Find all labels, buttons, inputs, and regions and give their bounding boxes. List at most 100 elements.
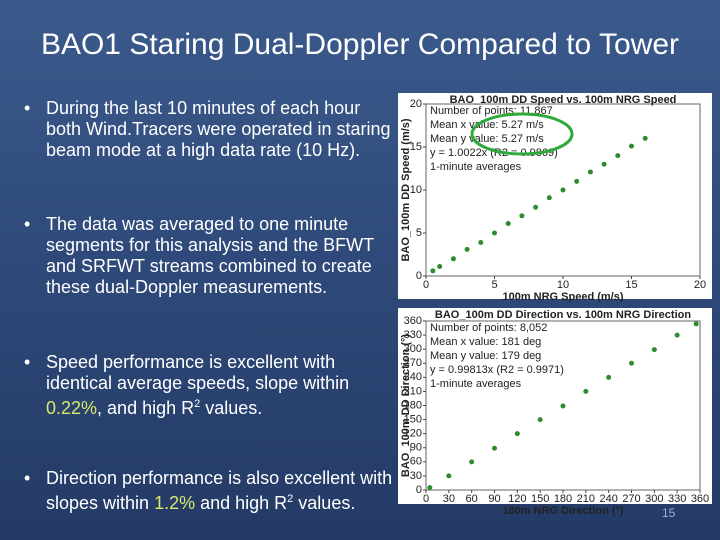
- point: [519, 213, 525, 219]
- annotation: 1-minute averages: [430, 378, 522, 390]
- bullet-text: During the last 10 minutes of each hour …: [46, 98, 391, 160]
- point: [469, 459, 475, 465]
- highlight-ellipse: [470, 112, 574, 156]
- y-tick-label: 360: [404, 315, 422, 327]
- y-tick-label: 5: [416, 227, 422, 239]
- point: [642, 135, 648, 141]
- y-tick-label: 300: [404, 343, 422, 355]
- y-tick-label: 120: [404, 428, 422, 440]
- point: [505, 221, 511, 227]
- x-tick-label: 120: [508, 493, 526, 505]
- x-tick-label: 0: [423, 279, 429, 291]
- annotation: Number of points: 8,052: [430, 322, 547, 334]
- x-tick-label: 270: [622, 493, 640, 505]
- bullet-text: 2: [194, 398, 201, 410]
- y-tick-label: 180: [404, 399, 422, 411]
- point: [674, 332, 680, 338]
- y-tick-label: 90: [410, 442, 422, 454]
- y-tick-label: 0: [416, 270, 422, 282]
- annotation: Mean y value: 179 deg: [430, 350, 541, 362]
- bullet-text: values.: [293, 493, 356, 513]
- point: [574, 178, 580, 184]
- point: [478, 239, 484, 245]
- y-tick-label: 20: [410, 98, 422, 110]
- bullet-text: and high R: [195, 493, 288, 513]
- logo: [560, 10, 672, 52]
- slide-title: BAO1 Staring Dual-Doppler Compared to To…: [40, 28, 680, 61]
- x-tick-label: 150: [531, 493, 549, 505]
- point: [446, 473, 452, 479]
- y-tick-label: 60: [410, 456, 422, 468]
- annotation: Mean x value: 181 deg: [430, 336, 541, 348]
- bullet-text: 2: [287, 493, 294, 505]
- bullet-text: 1.2%: [154, 493, 196, 513]
- y-tick-label: 270: [404, 357, 422, 369]
- point: [615, 153, 621, 159]
- y-tick-label: 150: [404, 413, 422, 425]
- bullet: During the last 10 minutes of each hour …: [24, 98, 396, 161]
- point: [492, 230, 497, 236]
- x-tick-label: 30: [443, 493, 455, 505]
- annotation: Mean x value: 5.27 m/s: [430, 119, 544, 131]
- point: [601, 161, 607, 167]
- point: [450, 256, 456, 262]
- annotation: y = 0.99813x (R2 = 0.9971): [430, 364, 564, 376]
- y-tick-label: 30: [410, 470, 422, 482]
- y-tick-label: 240: [404, 371, 422, 383]
- y-axis-label: BAO_100m DD Direction (°): [400, 334, 412, 477]
- point: [651, 347, 657, 353]
- x-tick-label: 330: [668, 493, 686, 505]
- page-number: 15: [662, 506, 676, 520]
- x-tick-label: 90: [488, 493, 500, 505]
- point: [560, 187, 566, 193]
- point: [430, 268, 436, 274]
- bullet: The data was averaged to one minute segm…: [24, 214, 396, 298]
- y-tick-label: 330: [404, 329, 422, 341]
- y-tick-label: 210: [404, 385, 422, 397]
- point: [464, 246, 470, 252]
- point: [587, 169, 593, 175]
- point: [437, 264, 443, 270]
- x-tick-label: 180: [554, 493, 572, 505]
- x-axis-label: 100m NRG Direction (°): [502, 505, 623, 517]
- bullet-text: values.: [200, 398, 263, 418]
- point: [514, 431, 520, 437]
- annotation: 1-minute averages: [430, 161, 522, 173]
- x-tick-label: 10: [557, 279, 569, 291]
- point: [546, 195, 552, 201]
- y-axis-label: BAO_100m DD Speed (m/s): [400, 118, 412, 261]
- point: [629, 360, 634, 366]
- x-tick-label: 20: [694, 279, 706, 291]
- bullet-text: Direction performance is also excellent …: [46, 468, 393, 513]
- x-tick-label: 300: [645, 493, 663, 505]
- point: [427, 485, 433, 491]
- point: [560, 403, 566, 409]
- x-axis-label: 100m NRG Speed (m/s): [502, 291, 623, 303]
- annotation: y = 1.0022x (R2 = 0.9869): [430, 147, 558, 159]
- point: [492, 445, 497, 451]
- x-tick-label: 60: [466, 493, 478, 505]
- annotation: Mean y value: 5.27 m/s: [430, 133, 544, 145]
- point: [693, 321, 699, 327]
- bullet: Direction performance is also excellent …: [24, 468, 396, 514]
- point: [537, 417, 543, 423]
- point: [606, 374, 612, 380]
- point: [629, 143, 634, 149]
- bullet: Speed performance is excellent with iden…: [24, 352, 396, 419]
- y-tick-label: 15: [410, 141, 422, 153]
- chart-title: BAO_100m DD Speed vs. 100m NRG Speed: [450, 94, 677, 106]
- y-tick-label: 10: [410, 184, 422, 196]
- x-tick-label: 5: [491, 279, 497, 291]
- y-tick-label: 0: [416, 484, 422, 496]
- x-tick-label: 0: [423, 493, 429, 505]
- x-tick-label: 240: [599, 493, 617, 505]
- x-tick-label: 210: [577, 493, 595, 505]
- bullet-text: Speed performance is excellent with iden…: [46, 352, 350, 393]
- point: [533, 204, 539, 210]
- x-tick-label: 15: [625, 279, 637, 291]
- bullet-text: , and high R: [97, 398, 195, 418]
- chart-title: BAO_100m DD Direction vs. 100m NRG Direc…: [435, 309, 691, 321]
- point: [583, 388, 589, 394]
